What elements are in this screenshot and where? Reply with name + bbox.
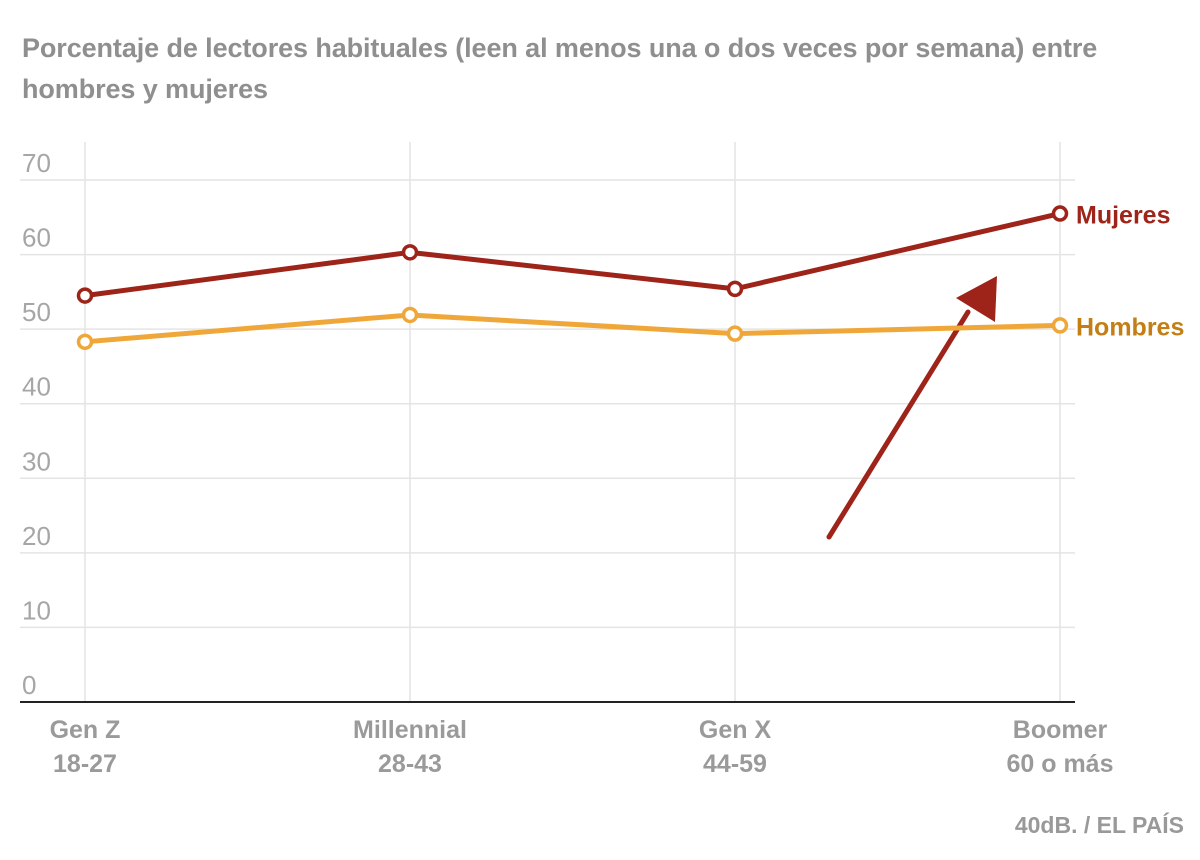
series-line-hombres	[82, 312, 1063, 345]
data-point	[1051, 205, 1069, 222]
x-tick-label: 60 o más	[1006, 750, 1113, 778]
x-tick-label: Gen X	[699, 716, 772, 744]
data-point	[726, 280, 744, 298]
annotation-arrow	[826, 276, 997, 540]
chart-title: Porcentaje de lectores habituales (leen …	[22, 33, 1098, 104]
series-line-mujeres	[82, 211, 1063, 299]
y-tick-label: 0	[22, 670, 36, 700]
series-label-hombres: Hombres	[1076, 313, 1184, 341]
y-tick-label: 70	[22, 148, 51, 178]
arrow-shaft	[826, 309, 971, 540]
y-tick-label: 10	[22, 595, 51, 625]
y-tick-label: 40	[22, 372, 51, 402]
data-point	[401, 244, 419, 261]
y-tick-label: 60	[22, 223, 51, 253]
data-point	[1051, 317, 1069, 334]
axis-layer: 0 10 20 30 40 50 60 70 Gen Z 18-27 Millennial 28-43…	[20, 148, 1114, 778]
y-tick-label: 30	[22, 446, 51, 476]
data-point	[401, 306, 419, 324]
y-tick-label: 50	[22, 297, 51, 327]
y-tick-label: 20	[22, 521, 51, 551]
data-point	[76, 287, 94, 304]
x-tick-label: 18-27	[53, 750, 117, 778]
data-point	[726, 325, 744, 342]
x-tick-label: 28-43	[378, 750, 442, 778]
arrow-head	[956, 276, 997, 322]
x-tick-label: Gen Z	[50, 716, 121, 744]
grid-layer	[20, 142, 1075, 702]
label-layer: Mujeres Hombres	[1076, 202, 1184, 342]
data-point	[76, 333, 94, 351]
x-tick-label: Boomer	[1013, 716, 1108, 744]
x-tick-label: 44-59	[703, 750, 767, 778]
series-label-mujeres: Mujeres	[1076, 202, 1170, 230]
x-tick-label: Millennial	[353, 716, 467, 744]
series-layer	[76, 205, 1069, 351]
source-credit: 40dB. / EL PAÍS	[1014, 812, 1184, 838]
